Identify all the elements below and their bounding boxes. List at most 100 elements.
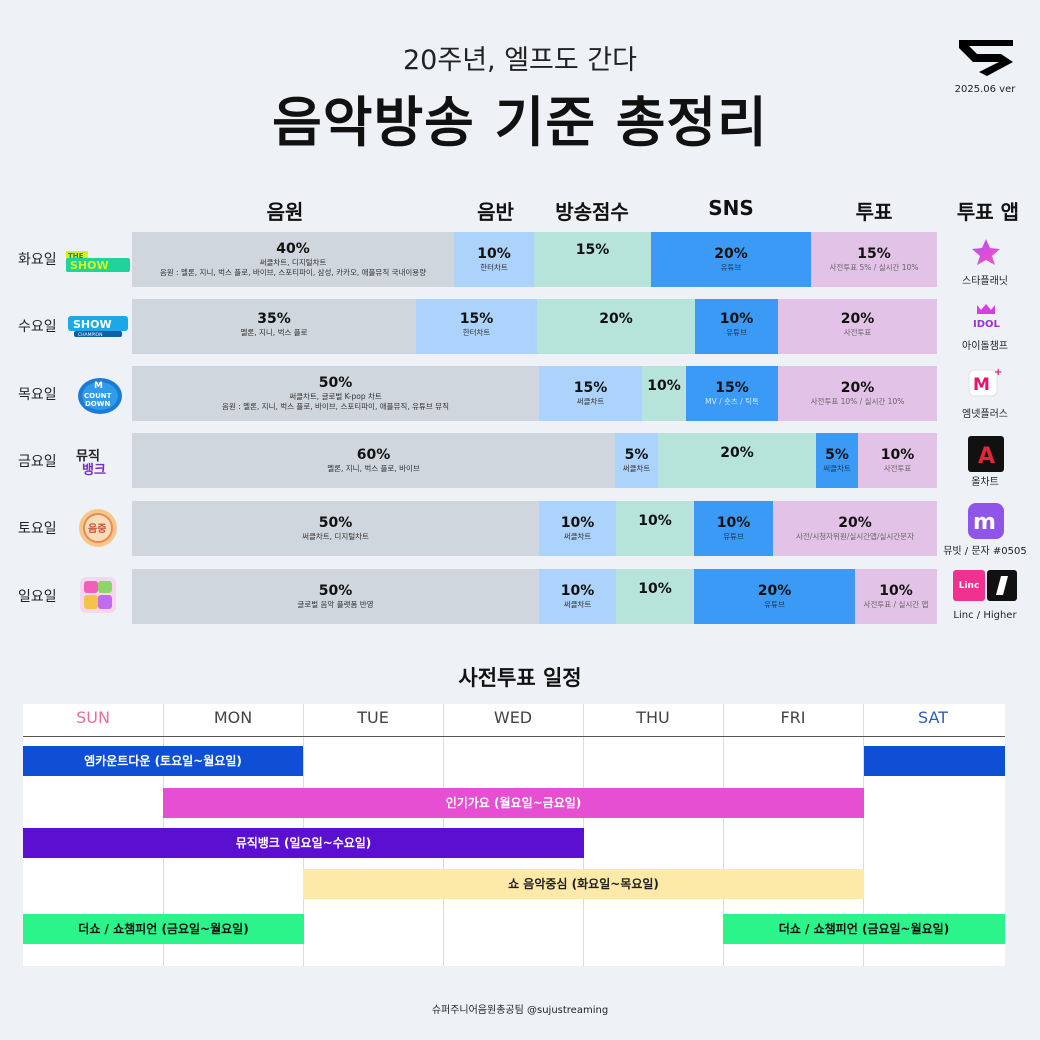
segment-vote: 15% 사전투표 5% / 실시간 10%: [811, 232, 937, 287]
show-champion-logo-icon: SHOW CHAMPION: [64, 306, 132, 346]
score-bar: 50% 써클차트, 글로벌 K-pop 차트 음원 : 멜론, 지니, 벅스 플…: [132, 366, 937, 421]
linc-icon[interactable]: Linc: [953, 570, 985, 601]
day-header-wed: WED: [493, 708, 533, 727]
segment-detail: 써클차트: [622, 464, 651, 473]
svg-text:CHAMPION: CHAMPION: [78, 332, 102, 338]
svg-text:THE: THE: [68, 252, 84, 260]
column-header-sns: SNS: [708, 196, 754, 220]
segment-pct: 10%: [880, 447, 915, 463]
star-planet-icon[interactable]: [968, 234, 1004, 270]
segment-sns: 5% 써클차트: [816, 433, 858, 488]
segment-pct: 20%: [840, 380, 875, 396]
segment-detail: 음원 : 멜론, 지니, 벅스 플로, 바이브, 스포티파이, 삼성, 카카오,…: [159, 268, 427, 277]
segment-detail: 사전투표 10% / 실시간 10%: [810, 397, 905, 406]
segment-broadcast: 10%: [642, 366, 686, 421]
segment-pct: 10%: [719, 311, 754, 327]
mubeat-icon[interactable]: m: [968, 503, 1004, 539]
segment-detail: 유튜브: [723, 532, 744, 541]
segment-detail: 유튜브: [720, 263, 742, 272]
segment-broadcast: 10%: [616, 501, 694, 556]
segment-detail: 써클차트: [823, 464, 851, 473]
column-header-album: 음반: [477, 200, 514, 224]
segment-detail: 멜론, 지니, 벅스 플로, 바이브: [327, 464, 420, 473]
segment-detail: 사전투표 / 실시간 앱: [863, 600, 929, 609]
segment-detail: 멜론, 지니, 벅스 플로: [240, 328, 308, 337]
segment-pct: 50%: [318, 515, 353, 531]
segment-album: 5% 써클차트: [615, 433, 658, 488]
schedule-title: 사전투표 일정: [458, 666, 582, 690]
segment-pct: 10%: [638, 513, 672, 529]
segment-vote: 20% 사전투표 10% / 실시간 10%: [778, 366, 937, 421]
segment-pct: 5%: [624, 447, 649, 463]
schedule-bar-mcountdown: 엠카운트다운 (토요일~월요일): [23, 746, 303, 776]
page-title: 음악방송 기준 총정리: [272, 91, 768, 154]
segment-pct: 5%: [825, 447, 849, 463]
idol-champ-icon[interactable]: IDOL: [968, 300, 1004, 336]
segment-pct: 15%: [573, 380, 608, 396]
segment-pct: 10%: [560, 515, 595, 531]
segment-detail: 사전/시청자위원/실시간앱/실시간문자: [796, 532, 914, 541]
svg-text:뮤직: 뮤직: [76, 448, 100, 464]
svg-text:음중: 음중: [88, 523, 106, 535]
schedule-bar-theshow: 더쇼 / 쇼챔피언 (금요일~월요일): [23, 914, 304, 944]
music-core-logo-icon: 음중: [64, 506, 132, 547]
segment-pct: 20%: [720, 445, 754, 461]
segment-pct: 50%: [318, 375, 353, 391]
svg-text:COUNT: COUNT: [84, 392, 112, 400]
all-chart-text: A: [978, 444, 995, 468]
schedule-bar-theshow-continued: 더쇼 / 쇼챔피언 (금요일~월요일): [723, 914, 1005, 944]
linc-icon-text: Linc: [958, 580, 980, 591]
inkigayo-logo-icon: [64, 573, 132, 613]
segment-detail: MV / 숏츠 / 틱톡: [705, 397, 759, 406]
score-bar: 50% 써클차트, 디지털차트 10% 써클차트 10% 10% 유튜브 20%…: [132, 501, 937, 556]
svg-text:뱅크: 뱅크: [82, 463, 106, 478]
segment-pct: 60%: [356, 447, 391, 463]
segment-vote: 10% 사전투표 / 실시간 앱: [855, 569, 937, 624]
idol-champ-text: IDOL: [973, 319, 1001, 330]
segment-pct: 20%: [599, 311, 633, 327]
segment-digital: 35% 멜론, 지니, 벅스 플로: [132, 299, 416, 354]
suju-logo-icon: [955, 32, 1017, 78]
segment-vote: 10% 사전투표: [858, 433, 937, 488]
segment-pct: 20%: [757, 583, 792, 599]
schedule-bar-musicbank: 뮤직뱅크 (일요일~수요일): [23, 828, 584, 858]
day-header-sat: SAT: [918, 708, 948, 727]
segment-album: 15% 써클차트: [539, 366, 642, 421]
schedule-bar-mcountdown-continued: [864, 746, 1005, 776]
svg-text:SHOW: SHOW: [73, 318, 112, 331]
segment-detail: 한터차트: [480, 263, 508, 272]
segment-detail: 써클차트, 글로벌 K-pop 차트: [289, 392, 382, 401]
schedule-bar-musiccore: 쇼 음악중심 (화요일~목요일): [303, 869, 864, 899]
higher-icon[interactable]: [987, 570, 1017, 601]
segment-album: 15% 한터차트: [416, 299, 537, 354]
segment-sns: 10% 유튜브: [695, 299, 778, 354]
segment-album: 10% 써클차트: [539, 569, 616, 624]
version-label: 2025.06 ver: [954, 84, 1016, 95]
mnet-plus-text: M: [973, 375, 990, 395]
all-chart-icon[interactable]: A: [968, 436, 1004, 472]
segment-broadcast: 20%: [658, 433, 816, 488]
segment-vote: 20% 사전/시청자위원/실시간앱/실시간문자: [773, 501, 937, 556]
segment-pct: 10%: [638, 581, 672, 597]
segment-broadcast: 15%: [534, 232, 651, 287]
segment-sns: 10% 유튜브: [694, 501, 773, 556]
segment-album: 10% 써클차트: [539, 501, 616, 556]
segment-pct: 10%: [477, 246, 511, 262]
segment-pct: 20%: [840, 311, 875, 327]
segment-detail: 써클차트: [576, 397, 605, 406]
segment-detail: 써클차트, 디지털차트: [259, 258, 327, 267]
segment-digital: 50% 써클차트, 디지털차트: [132, 501, 539, 556]
svg-text:+: +: [994, 367, 1002, 378]
score-bar: 35% 멜론, 지니, 벅스 플로 15% 한터차트 20% 10% 유튜브 2…: [132, 299, 937, 354]
svg-text:SHOW: SHOW: [70, 259, 109, 272]
segment-detail: 사전투표 5% / 실시간 10%: [829, 263, 919, 272]
vote-app-name: Linc / Higher: [953, 610, 1017, 621]
segment-pct: 35%: [257, 311, 291, 327]
segment-broadcast: 10%: [616, 569, 694, 624]
segment-pct: 10%: [716, 515, 751, 531]
mnet-plus-icon[interactable]: M +: [968, 365, 1004, 401]
segment-detail: 유튜브: [764, 600, 785, 609]
segment-broadcast: 20%: [537, 299, 695, 354]
segment-detail: 써클차트, 디지털차트: [302, 532, 369, 541]
segment-detail: 한터차트: [462, 328, 491, 337]
